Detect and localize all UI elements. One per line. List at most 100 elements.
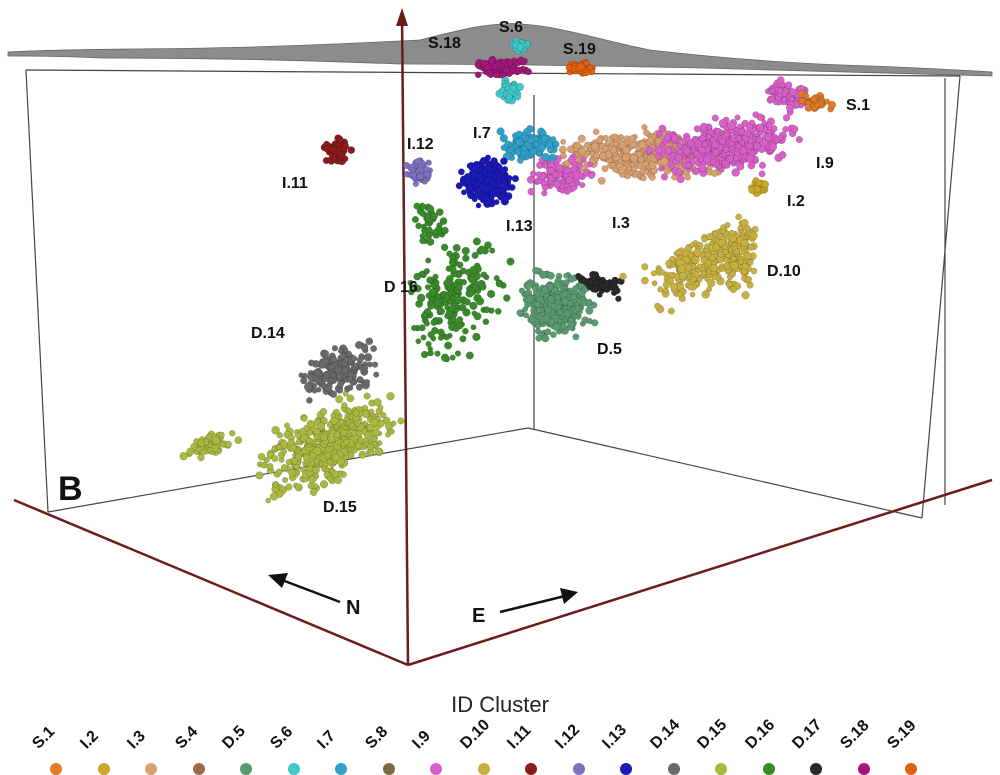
cluster-point (687, 284, 694, 291)
cluster-point (466, 162, 473, 169)
cluster-point (468, 275, 477, 284)
cluster-point (331, 156, 338, 163)
cluster-point (548, 318, 556, 326)
cluster-point (356, 376, 363, 383)
cluster-point (733, 248, 741, 255)
axes (13, 13, 993, 667)
cluster-point (345, 407, 353, 414)
cluster-point (363, 353, 373, 362)
legend-swatch (430, 763, 442, 775)
cluster-point (703, 155, 712, 164)
cluster-point (455, 271, 462, 278)
cluster-point (317, 422, 326, 431)
cluster-point (494, 308, 502, 315)
cluster-point (592, 128, 600, 136)
cluster-point (542, 314, 550, 323)
cluster-point (337, 380, 344, 388)
cluster-point (480, 156, 488, 165)
legend-swatch (572, 763, 585, 775)
cluster-point (326, 421, 334, 428)
cluster-point (782, 114, 791, 122)
north-label: N (346, 597, 360, 619)
cluster-point (535, 171, 542, 178)
cluster-point (712, 243, 720, 251)
cluster-point (410, 171, 417, 178)
cluster-point (331, 345, 339, 352)
cluster-point (685, 156, 691, 163)
cluster-point (430, 318, 438, 326)
cluster-point (541, 184, 549, 191)
cluster-point (828, 100, 837, 109)
cluster-point (572, 333, 580, 341)
cluster-point (641, 276, 649, 285)
cluster-point (456, 261, 464, 269)
cluster-point (573, 141, 582, 150)
cluster-point (565, 176, 573, 184)
legend-swatch (97, 763, 110, 775)
cluster-point (766, 122, 773, 129)
cluster-point (435, 293, 442, 300)
cluster-point (645, 146, 654, 155)
cluster-point (499, 134, 508, 143)
legend-swatch (145, 763, 157, 775)
cluster-point (420, 334, 427, 341)
cluster-point (768, 142, 778, 152)
cluster-point (409, 166, 416, 173)
legend-item: D.5 (219, 723, 274, 775)
cluster-point (586, 64, 594, 71)
cluster-point (684, 174, 691, 181)
cluster-point (534, 301, 541, 308)
cluster-point (281, 448, 288, 455)
cluster-point (331, 470, 339, 478)
cluster-point (272, 481, 279, 488)
cluster-point (541, 334, 550, 343)
cluster-point (610, 162, 617, 169)
cluster-point (492, 71, 500, 79)
cluster-point (460, 279, 468, 286)
cluster-point (427, 331, 435, 339)
cluster-point (727, 121, 736, 131)
cluster-point (335, 372, 343, 380)
cluster-points (179, 36, 837, 504)
cluster-point (615, 295, 622, 302)
cluster-point (462, 327, 469, 335)
cluster-point (294, 483, 303, 492)
legend-item: S.6 (267, 723, 322, 775)
cluster-point (643, 168, 650, 175)
cluster-point (517, 56, 525, 64)
cluster-point (496, 163, 503, 171)
cluster-point (699, 122, 709, 132)
cluster-point (574, 304, 582, 312)
cluster-point (224, 440, 232, 448)
cluster-point (419, 237, 426, 245)
cluster-point (449, 354, 456, 361)
cluster-point (496, 182, 503, 189)
cluster-point (197, 454, 205, 462)
cluster-point (741, 291, 750, 300)
cluster-point (465, 351, 474, 360)
cluster-point (810, 95, 818, 103)
cluster-point (207, 446, 214, 453)
cluster-point (306, 437, 313, 444)
cluster-point (380, 411, 387, 419)
cluster-point (433, 298, 442, 307)
cluster-point (302, 372, 308, 379)
legend-item: I.12 (552, 721, 607, 775)
cluster-point (461, 246, 470, 255)
cluster-point (329, 355, 338, 363)
legend-swatch (335, 763, 347, 775)
cluster-point (407, 279, 414, 286)
cluster-point (414, 284, 422, 293)
cluster-point (524, 281, 533, 290)
cluster-point (560, 138, 567, 145)
cluster-point (602, 145, 609, 152)
cluster-point (657, 286, 664, 293)
cluster-point (328, 145, 337, 154)
cluster-point (390, 420, 397, 427)
cluster-label: I.11 (282, 175, 308, 192)
cluster-point (542, 162, 549, 169)
legend-item: D.16 (742, 716, 797, 775)
cluster-point (541, 286, 550, 294)
cluster-point (722, 243, 728, 250)
cluster-point (425, 340, 432, 348)
